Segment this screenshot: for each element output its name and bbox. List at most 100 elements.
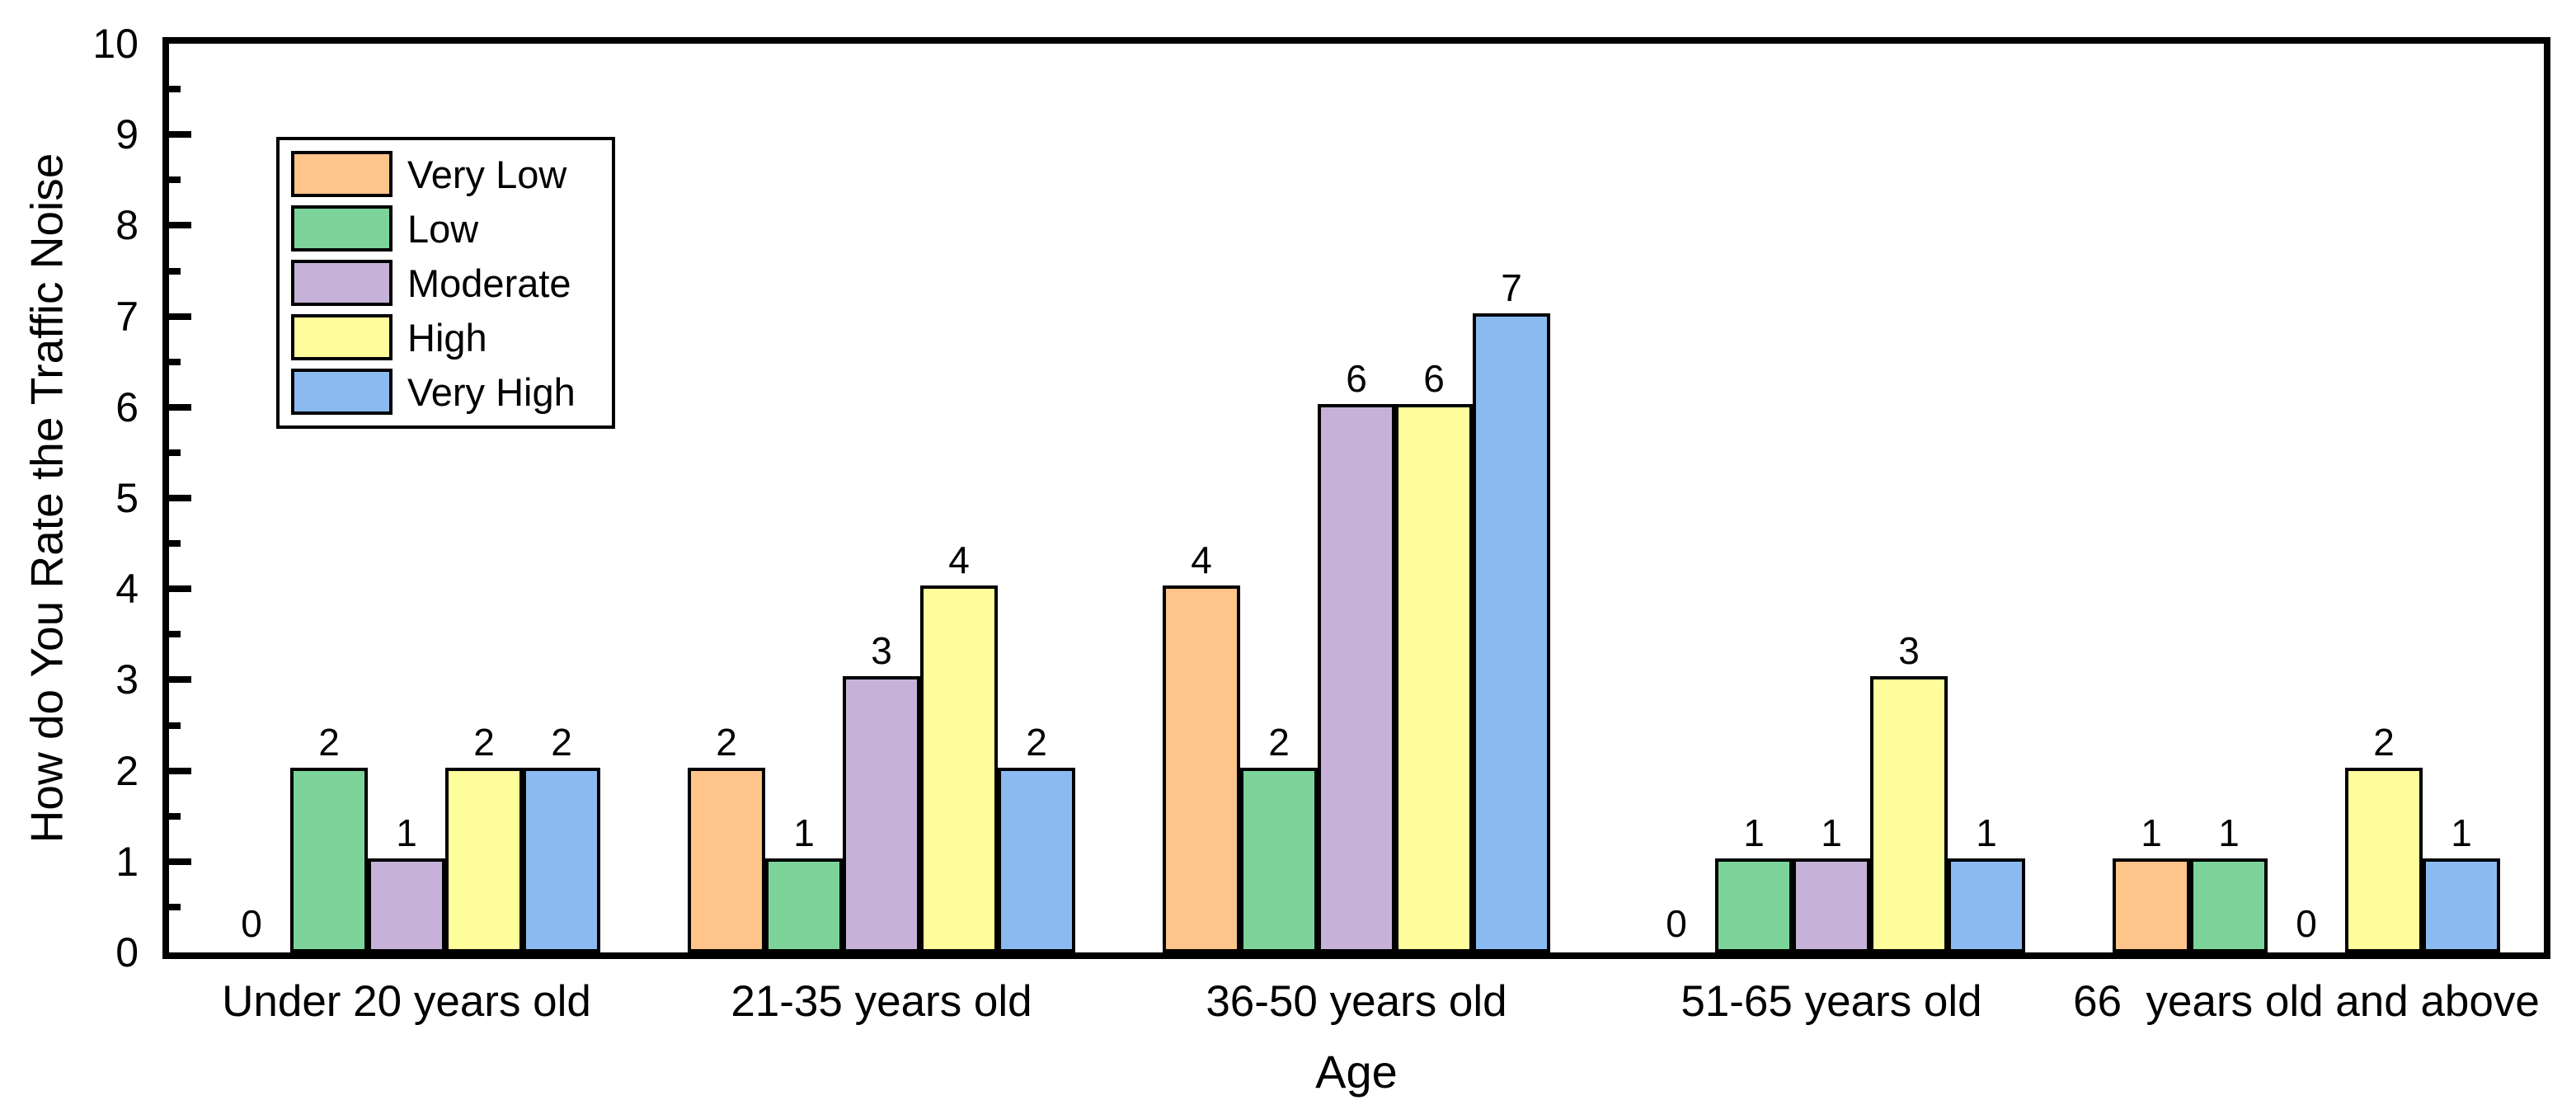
y-minor-tick	[169, 86, 181, 93]
bar-very-high	[1473, 313, 1550, 952]
bar-high	[920, 585, 998, 952]
bar-very-high	[1948, 858, 2025, 952]
bar-value-label: 1	[793, 811, 815, 854]
bar-moderate	[368, 858, 445, 952]
bar-high	[445, 767, 523, 952]
bar-high	[1395, 403, 1473, 952]
y-major-tick	[169, 313, 191, 320]
y-tick-label: 6	[115, 383, 139, 430]
bar-value-label: 1	[2451, 811, 2472, 854]
bar-moderate	[843, 676, 920, 952]
bar-value-label: 3	[871, 629, 892, 673]
legend: Very Low Low Moderate High Very High	[276, 137, 615, 429]
bar-value-label: 2	[1026, 720, 1047, 764]
y-major-tick	[169, 767, 191, 774]
bar-value-label: 1	[1976, 811, 1997, 854]
y-major-tick	[169, 585, 191, 593]
y-minor-tick	[169, 358, 181, 365]
y-minor-tick	[169, 903, 181, 910]
y-tick-label: 1	[115, 838, 139, 885]
legend-item-high: High	[291, 310, 612, 364]
y-minor-tick	[169, 631, 181, 638]
x-axis-title: Age	[1315, 1046, 1398, 1098]
y-major-tick	[169, 495, 191, 501]
bar-value-label: 3	[1898, 629, 1920, 673]
bar-low	[290, 767, 368, 952]
bar-low	[2190, 858, 2268, 952]
legend-item-low: Low	[291, 201, 612, 256]
y-major-tick	[169, 858, 191, 865]
bar-very-high	[523, 767, 600, 952]
bar-value-label: 0	[241, 902, 262, 945]
x-tick-label: Under 20 years old	[222, 977, 591, 1026]
bar-very-low	[2113, 858, 2190, 952]
y-major-tick	[169, 403, 191, 411]
bar-value-label: 1	[1821, 811, 1842, 854]
bar-value-label: 6	[1346, 356, 1367, 400]
bar-value-label: 7	[1501, 266, 1522, 309]
legend-label: High	[407, 315, 487, 360]
y-tick-label: 5	[115, 475, 139, 521]
bar-very-high	[2423, 858, 2500, 952]
y-tick-label: 10	[92, 21, 139, 67]
bar-value-label: 2	[2373, 720, 2395, 764]
bar-value-label: 0	[2296, 902, 2317, 945]
bar-high	[2345, 767, 2423, 952]
bar-value-label: 1	[2218, 811, 2240, 854]
y-major-tick	[169, 131, 191, 139]
x-tick-label: 21-35 years old	[731, 977, 1032, 1026]
bar-value-label: 2	[1268, 720, 1290, 764]
y-minor-tick	[169, 176, 181, 184]
bar-value-label: 1	[2141, 811, 2162, 854]
y-tick-label: 4	[115, 566, 139, 613]
y-minor-tick	[169, 449, 181, 456]
bar-value-label: 1	[396, 811, 417, 854]
y-minor-tick	[169, 722, 181, 729]
bar-value-label: 4	[1191, 538, 1212, 582]
bar-value-label: 0	[1666, 902, 1687, 945]
bar-low	[765, 858, 843, 952]
legend-swatch	[291, 260, 393, 306]
x-tick-label: 51-65 years old	[1681, 977, 1982, 1026]
legend-label: Very High	[407, 369, 576, 414]
y-tick-label: 2	[115, 747, 139, 794]
legend-item-moderate: Moderate	[291, 256, 612, 310]
bar-low	[1715, 858, 1793, 952]
y-tick-label: 9	[115, 111, 139, 158]
legend-swatch	[291, 205, 393, 252]
bar-very-low	[688, 767, 765, 952]
legend-swatch	[291, 369, 393, 415]
bar-very-high	[998, 767, 1075, 952]
legend-label: Very Low	[407, 152, 567, 196]
bar-value-label: 1	[1743, 811, 1765, 854]
x-tick-label: 36-50 years old	[1206, 977, 1507, 1026]
y-major-tick	[169, 676, 191, 684]
legend-swatch	[291, 314, 393, 360]
y-tick-label: 7	[115, 293, 139, 340]
legend-label: Low	[407, 206, 479, 251]
legend-label: Moderate	[407, 261, 571, 305]
y-tick-label: 3	[115, 656, 139, 703]
bar-value-label: 6	[1423, 356, 1445, 400]
legend-item-very-low: Very Low	[291, 147, 612, 201]
bar-value-label: 2	[318, 720, 340, 764]
y-minor-tick	[169, 540, 181, 548]
bar-value-label: 2	[716, 720, 737, 764]
y-minor-tick	[169, 267, 181, 275]
legend-swatch	[291, 151, 393, 197]
x-tick-label: 66 years old and above	[2073, 977, 2540, 1026]
bar-low	[1240, 767, 1318, 952]
bar-very-low	[1163, 585, 1240, 952]
bar-value-label: 4	[948, 538, 970, 582]
y-tick-label: 8	[115, 202, 139, 249]
y-major-tick	[169, 222, 191, 229]
y-tick-label: 0	[115, 929, 139, 976]
legend-item-very-high: Very High	[291, 364, 612, 419]
bar-high	[1870, 676, 1948, 952]
y-minor-tick	[169, 812, 181, 820]
bar-moderate	[1793, 858, 1870, 952]
bar-moderate	[1318, 403, 1395, 952]
bar-value-label: 2	[551, 720, 572, 764]
bar-value-label: 2	[473, 720, 495, 764]
